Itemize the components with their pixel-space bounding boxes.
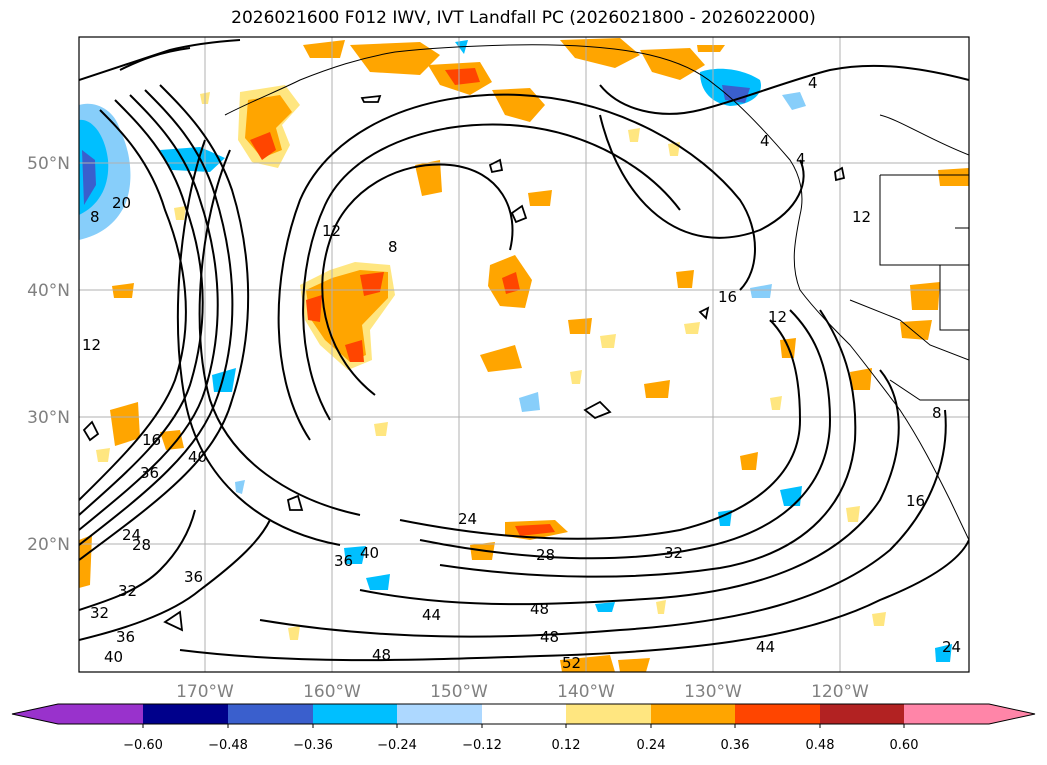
contour-label: 48: [530, 600, 549, 618]
contour-label: 4: [808, 74, 818, 92]
contour-label: 12: [768, 308, 787, 326]
contour-label: 28: [536, 546, 555, 564]
latitude-labels: 50°N 40°N 30°N 20°N: [27, 154, 70, 555]
lon-label: 170°W: [176, 682, 234, 702]
colorbar-segment: [313, 704, 397, 724]
figure-title: 2026021600 F012 IWV, IVT Landfall PC (20…: [231, 8, 816, 28]
lat-label: 40°N: [27, 281, 70, 301]
contour-label: 52: [562, 654, 581, 672]
colorbar-segment: [397, 704, 482, 724]
colorbar-tick-label: −0.12: [462, 738, 502, 753]
contour-labels: 8 20 12 8 4 4 4 12 16 12 12 16 36 40 24 …: [82, 74, 961, 672]
lon-label: 120°W: [811, 682, 869, 702]
contour-label: 24: [122, 526, 141, 544]
contour-label: 12: [852, 208, 871, 226]
colorbar-segment: [482, 704, 566, 724]
lat-label: 30°N: [27, 408, 70, 428]
contour-label: 8: [932, 404, 942, 422]
colorbar-tick-label: 0.48: [806, 738, 835, 753]
lon-label: 130°W: [684, 682, 742, 702]
colorbar-segment: [904, 704, 989, 724]
contour-label: 32: [664, 544, 683, 562]
contour-label: 40: [188, 448, 207, 466]
contour-label: 36: [334, 552, 353, 570]
contour-label: 48: [372, 646, 391, 664]
map-plot-area: 8 20 12 8 4 4 4 12 16 12 12 16 36 40 24 …: [79, 37, 969, 672]
small-contours: [82, 94, 846, 632]
contour-label: 24: [942, 638, 961, 656]
map-gridlines: [79, 37, 969, 672]
contour-label: 12: [82, 336, 101, 354]
contour-label: 36: [184, 568, 203, 586]
lon-label: 150°W: [430, 682, 488, 702]
contour-label: 4: [760, 132, 770, 150]
lon-label: 140°W: [557, 682, 615, 702]
contour-label: 4: [796, 150, 806, 168]
contour-label: 44: [422, 606, 441, 624]
colorbar-tick-label: 0.36: [721, 738, 750, 753]
colorbar-tick-label: 0.24: [637, 738, 666, 753]
contour-label: 24: [458, 510, 477, 528]
lon-label: 160°W: [303, 682, 361, 702]
colorbar-segment: [228, 704, 313, 724]
contour-label: 8: [90, 208, 100, 226]
colorbar-segment: [651, 704, 735, 724]
contour-label: 16: [142, 431, 161, 449]
contour-label: 40: [104, 648, 123, 666]
contour-label: 16: [718, 288, 737, 306]
iwv-contours: [79, 39, 969, 662]
colorbar: −0.60 −0.48 −0.36 −0.24 −0.12 0.12 0.24 …: [11, 703, 1036, 753]
negative-shading: [79, 40, 952, 662]
contour-label: 16: [906, 492, 925, 510]
lat-label: 50°N: [27, 154, 70, 174]
coastlines: [224, 44, 969, 541]
colorbar-tick-label: −0.60: [123, 738, 163, 753]
contour-label: 28: [132, 536, 151, 554]
contour-label: 36: [140, 464, 159, 482]
contour-label: 40: [360, 544, 379, 562]
colorbar-tick-label: 0.60: [890, 738, 919, 753]
lat-label: 20°N: [27, 535, 70, 555]
contour-label: 36: [116, 628, 135, 646]
colorbar-segment: [735, 704, 820, 724]
colorbar-tick-label: −0.48: [208, 738, 248, 753]
map-frame: [78, 36, 970, 673]
colorbar-segment: [566, 704, 651, 724]
colorbar-tick-label: −0.36: [293, 738, 333, 753]
colorbar-segment: [58, 704, 143, 724]
contour-label: 48: [540, 628, 559, 646]
contour-label: 44: [756, 638, 775, 656]
contour-label: 12: [322, 222, 341, 240]
colorbar-tick-label: 0.12: [552, 738, 581, 753]
colorbar-outline: [11, 703, 1036, 725]
colorbar-arrow-left: [12, 704, 58, 724]
contour-label: 8: [388, 238, 398, 256]
contour-label: 20: [112, 194, 131, 212]
colorbar-segment: [820, 704, 904, 724]
colorbar-tick-label: −0.24: [377, 738, 417, 753]
contour-label: 32: [90, 604, 109, 622]
colorbar-segment: [143, 704, 228, 724]
longitude-labels: 170°W 160°W 150°W 140°W 130°W 120°W: [176, 682, 869, 702]
contour-label: 32: [118, 582, 137, 600]
colorbar-arrow-right: [989, 704, 1035, 724]
